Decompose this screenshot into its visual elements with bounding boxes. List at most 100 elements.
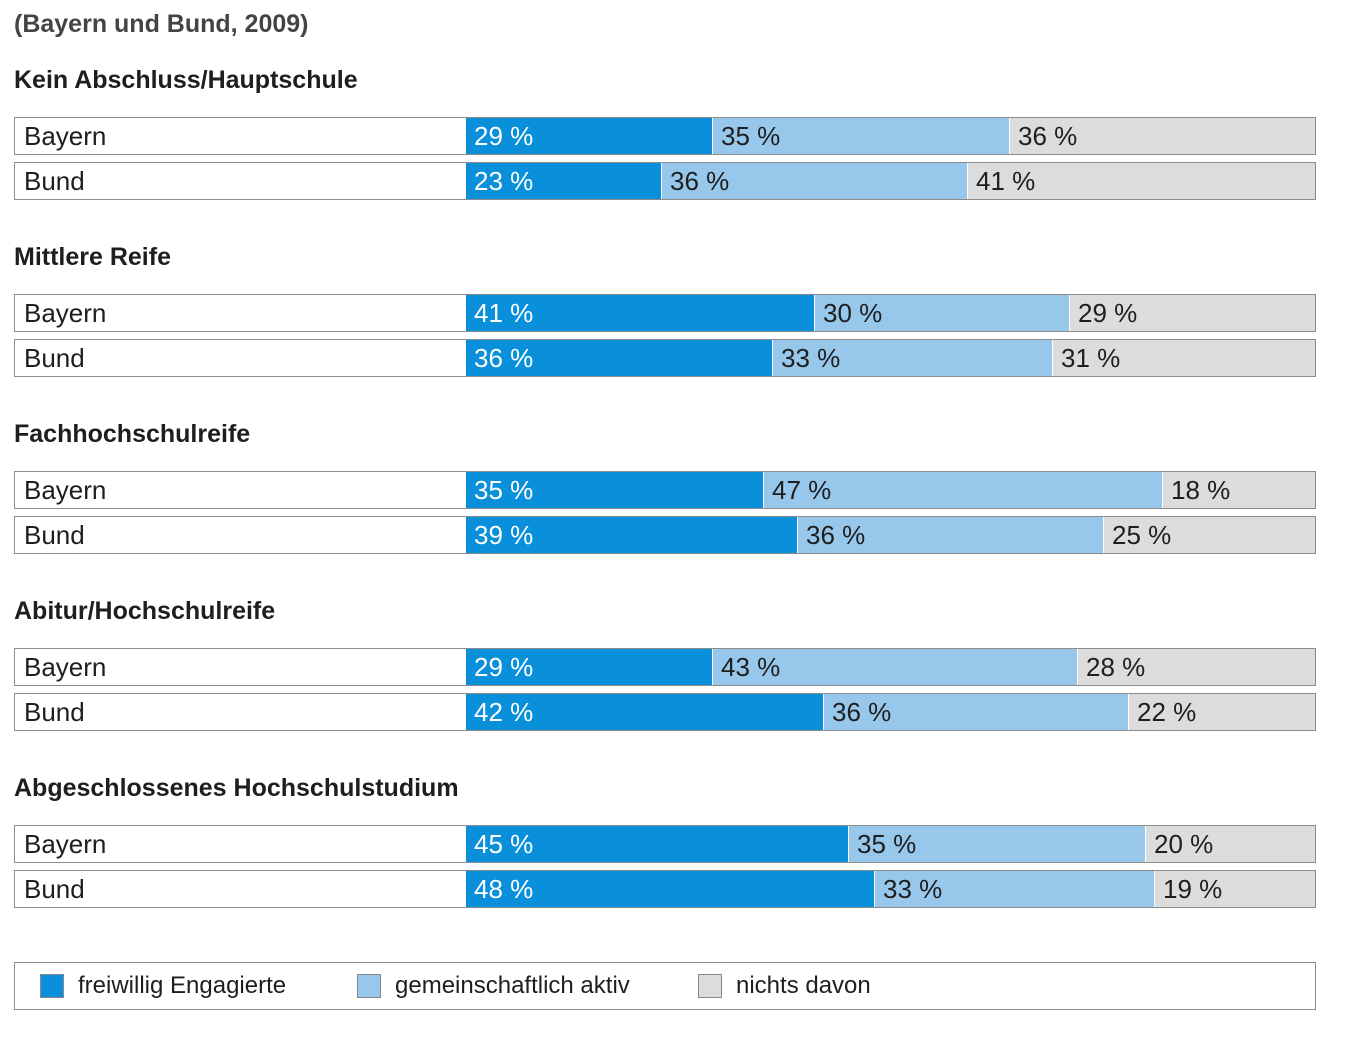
data-label: 36 % xyxy=(670,166,730,196)
chart-subtitle: (Bayern und Bund, 2009) xyxy=(14,10,309,38)
data-label: 29 % xyxy=(474,652,534,682)
bar-segment: 29 % xyxy=(1069,295,1315,331)
bar-segment: 29 % xyxy=(466,649,712,685)
legend-item: gemeinschaftlich aktiv xyxy=(357,963,630,1009)
bar-segment: 41 % xyxy=(967,163,1315,199)
bar-segment: 25 % xyxy=(1103,517,1315,553)
bar-segment: 42 % xyxy=(466,694,823,730)
data-label: 25 % xyxy=(1112,520,1172,550)
data-label: 43 % xyxy=(721,652,781,682)
bar-segment: 35 % xyxy=(712,118,1009,154)
data-label: 45 % xyxy=(474,829,534,859)
bar-segment: 33 % xyxy=(874,871,1154,907)
data-label: 29 % xyxy=(1078,298,1138,328)
bar-segment: 45 % xyxy=(466,826,848,862)
legend-swatch xyxy=(40,974,64,998)
data-label: 48 % xyxy=(474,874,534,904)
data-label: 18 % xyxy=(1171,475,1231,505)
legend-label: nichts davon xyxy=(736,972,871,999)
bar-row: Bund 42 % 36 % 22 % xyxy=(14,693,1316,731)
bar-track: 35 % 47 % 18 % xyxy=(466,472,1315,508)
bar-segment: 31 % xyxy=(1052,340,1315,376)
bar-segment: 41 % xyxy=(466,295,814,331)
bar-track: 39 % 36 % 25 % xyxy=(466,517,1315,553)
row-label: Bayern xyxy=(24,475,107,505)
bar-row: Bayern 45 % 35 % 20 % xyxy=(14,825,1316,863)
data-label: 23 % xyxy=(474,166,534,196)
data-label: 30 % xyxy=(823,298,883,328)
group-title: Mittlere Reife xyxy=(14,243,171,271)
bar-track: 41 % 30 % 29 % xyxy=(466,295,1315,331)
data-label: 36 % xyxy=(474,343,534,373)
bar-row: Bund 36 % 33 % 31 % xyxy=(14,339,1316,377)
bar-segment: 36 % xyxy=(797,517,1103,553)
data-label: 36 % xyxy=(832,697,892,727)
data-label: 28 % xyxy=(1086,652,1146,682)
legend-swatch xyxy=(357,974,381,998)
bar-row: Bayern 35 % 47 % 18 % xyxy=(14,471,1316,509)
bar-segment: 23 % xyxy=(466,163,661,199)
data-label: 35 % xyxy=(474,475,534,505)
legend-label: gemeinschaftlich aktiv xyxy=(395,972,630,999)
bar-segment: 48 % xyxy=(466,871,874,907)
bar-row: Bund 39 % 36 % 25 % xyxy=(14,516,1316,554)
bar-segment: 36 % xyxy=(466,340,772,376)
bar-track: 45 % 35 % 20 % xyxy=(466,826,1315,862)
bar-track: 23 % 36 % 41 % xyxy=(466,163,1315,199)
bar-segment: 35 % xyxy=(848,826,1145,862)
bar-segment: 18 % xyxy=(1162,472,1315,508)
row-label: Bayern xyxy=(24,298,107,328)
bar-segment: 28 % xyxy=(1077,649,1315,685)
data-label: 33 % xyxy=(781,343,841,373)
legend-item: nichts davon xyxy=(698,963,871,1009)
bar-row: Bayern 29 % 35 % 36 % xyxy=(14,117,1316,155)
data-label: 35 % xyxy=(857,829,917,859)
bar-segment: 22 % xyxy=(1128,694,1315,730)
data-label: 36 % xyxy=(806,520,866,550)
bar-segment: 36 % xyxy=(661,163,967,199)
bar-segment: 36 % xyxy=(823,694,1128,730)
row-label: Bund xyxy=(24,166,85,196)
bar-segment: 43 % xyxy=(712,649,1077,685)
data-label: 39 % xyxy=(474,520,534,550)
bar-row: Bayern 41 % 30 % 29 % xyxy=(14,294,1316,332)
chart-legend: freiwillig Engagierte gemeinschaftlich ak… xyxy=(14,962,1316,1010)
group-title: Fachhochschulreife xyxy=(14,420,251,448)
bar-segment: 20 % xyxy=(1145,826,1315,862)
data-label: 20 % xyxy=(1154,829,1214,859)
bar-track: 42 % 36 % 22 % xyxy=(466,694,1315,730)
data-label: 36 % xyxy=(1018,121,1078,151)
bar-track: 36 % 33 % 31 % xyxy=(466,340,1315,376)
data-label: 31 % xyxy=(1061,343,1121,373)
bar-segment: 35 % xyxy=(466,472,763,508)
group-title: Abgeschlossenes Hochschulstudium xyxy=(14,774,459,802)
data-label: 19 % xyxy=(1163,874,1223,904)
bar-track: 48 % 33 % 19 % xyxy=(466,871,1315,907)
row-label: Bund xyxy=(24,520,85,550)
bar-row: Bund 23 % 36 % 41 % xyxy=(14,162,1316,200)
bar-track: 29 % 35 % 36 % xyxy=(466,118,1315,154)
row-label: Bund xyxy=(24,343,85,373)
bar-segment: 47 % xyxy=(763,472,1162,508)
bar-segment: 33 % xyxy=(772,340,1052,376)
data-label: 35 % xyxy=(721,121,781,151)
bar-track: 29 % 43 % 28 % xyxy=(466,649,1315,685)
data-label: 41 % xyxy=(474,298,534,328)
data-label: 42 % xyxy=(474,697,534,727)
bar-segment: 19 % xyxy=(1154,871,1315,907)
group-title: Kein Abschluss/Hauptschule xyxy=(14,66,358,94)
row-label: Bayern xyxy=(24,652,107,682)
data-label: 41 % xyxy=(976,166,1036,196)
bar-segment: 36 % xyxy=(1009,118,1315,154)
group-title: Abitur/Hochschulreife xyxy=(14,597,276,625)
legend-item: freiwillig Engagierte xyxy=(40,963,286,1009)
data-label: 22 % xyxy=(1137,697,1197,727)
data-label: 29 % xyxy=(474,121,534,151)
bar-row: Bayern 29 % 43 % 28 % xyxy=(14,648,1316,686)
legend-swatch xyxy=(698,974,722,998)
row-label: Bayern xyxy=(24,829,107,859)
bar-segment: 39 % xyxy=(466,517,797,553)
bar-row: Bund 48 % 33 % 19 % xyxy=(14,870,1316,908)
row-label: Bund xyxy=(24,874,85,904)
row-label: Bund xyxy=(24,697,85,727)
